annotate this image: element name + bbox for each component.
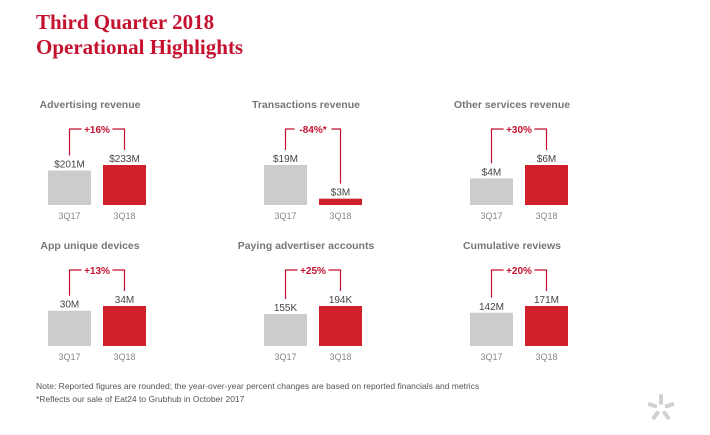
chart-svg: 155K 3Q17 194K 3Q18 +25% — [264, 263, 362, 362]
change-label-bg — [81, 122, 113, 135]
chart-cumulative-reviews: Cumulative reviews 142M 3Q17 171M 3Q18 +20% — [427, 240, 597, 380]
category-label: 3Q17 — [274, 352, 296, 362]
data-label: 34M — [115, 295, 134, 306]
title-line-1: Third Quarter 2018 — [36, 10, 215, 34]
chart-transactions-revenue: Transactions revenue $19M 3Q17 $3M 3Q18 -84%… — [221, 99, 391, 239]
change-label: -84%* — [299, 125, 326, 136]
category-label: 3Q18 — [535, 352, 557, 362]
chart-title: Advertising revenue — [39, 99, 141, 111]
bar-3q17 — [48, 310, 91, 346]
chart-other-services-revenue: Other services revenue $4M 3Q17 $6M 3Q18 +30… — [427, 99, 597, 239]
bar-3q18 — [103, 306, 146, 346]
category-label: 3Q17 — [58, 211, 80, 221]
bar-3q17 — [48, 170, 91, 205]
data-label: $19M — [273, 154, 298, 165]
change-label: +20% — [506, 266, 532, 277]
data-label: 171M — [534, 295, 559, 306]
category-label: 3Q17 — [480, 211, 502, 221]
data-label: 194K — [329, 295, 353, 306]
chart-svg: $201M 3Q17 $233M 3Q18 +16% — [48, 122, 146, 221]
category-label: 3Q18 — [329, 352, 351, 362]
bar-3q18 — [319, 306, 362, 346]
category-label: 3Q18 — [113, 211, 135, 221]
change-label: +25% — [300, 266, 326, 277]
chart-advertising-revenue: Advertising revenue $201M 3Q17 $233M 3Q18 +1… — [5, 99, 175, 239]
chart-svg: $4M 3Q17 $6M 3Q18 +30% — [470, 122, 568, 221]
chart-paying-advertiser-accounts: Paying advertiser accounts 155K 3Q17 194K 3… — [221, 240, 391, 380]
chart-title: Transactions revenue — [252, 99, 360, 111]
data-label: $3M — [331, 188, 350, 199]
category-label: 3Q18 — [329, 211, 351, 221]
category-label: 3Q17 — [480, 352, 502, 362]
chart-svg: 30M 3Q17 34M 3Q18 +13% — [48, 263, 146, 362]
data-label: 155K — [274, 303, 298, 314]
bar-3q17 — [470, 312, 513, 346]
bar-3q18 — [525, 165, 568, 205]
change-label-bg — [294, 122, 332, 135]
category-label: 3Q17 — [58, 352, 80, 362]
change-label: +16% — [84, 125, 110, 136]
change-label: +13% — [84, 266, 110, 277]
footnote: Note: Reported figures are rounded; the … — [36, 381, 480, 391]
data-label: $4M — [482, 167, 501, 178]
chart-app-unique-devices: App unique devices 30M 3Q17 34M 3Q18 +13% — [5, 240, 175, 380]
footnote-asterisk: *Reflects our sale of Eat24 to Grubhub i… — [36, 394, 245, 404]
change-label-bg — [503, 122, 535, 135]
page-title: Third Quarter 2018 Operational Highlight… — [36, 10, 243, 60]
chart-title: App unique devices — [40, 240, 140, 252]
yelp-burst-icon — [648, 394, 674, 420]
data-label: 142M — [479, 302, 504, 313]
bar-3q18 — [525, 306, 568, 346]
data-label: $6M — [537, 154, 556, 165]
category-label: 3Q17 — [274, 211, 296, 221]
category-label: 3Q18 — [535, 211, 557, 221]
data-label: 30M — [60, 300, 79, 311]
chart-title: Paying advertiser accounts — [237, 240, 375, 252]
change-label-bg — [297, 263, 329, 276]
change-label-bg — [81, 263, 113, 276]
data-label: $201M — [54, 159, 85, 170]
change-label-bg — [503, 263, 535, 276]
chart-title: Other services revenue — [453, 99, 571, 111]
bar-3q17 — [264, 314, 307, 346]
bar-3q17 — [470, 178, 513, 205]
change-label: +30% — [506, 125, 532, 136]
chart-svg: 142M 3Q17 171M 3Q18 +20% — [470, 263, 568, 362]
category-label: 3Q18 — [113, 352, 135, 362]
bar-3q18 — [319, 198, 362, 205]
chart-svg: $19M 3Q17 $3M 3Q18 -84%* — [264, 122, 362, 221]
title-line-2: Operational Highlights — [36, 35, 244, 59]
bar-3q17 — [264, 165, 307, 205]
bar-3q18 — [103, 165, 146, 205]
data-label: $233M — [109, 154, 140, 165]
chart-title: Cumulative reviews — [462, 240, 562, 252]
